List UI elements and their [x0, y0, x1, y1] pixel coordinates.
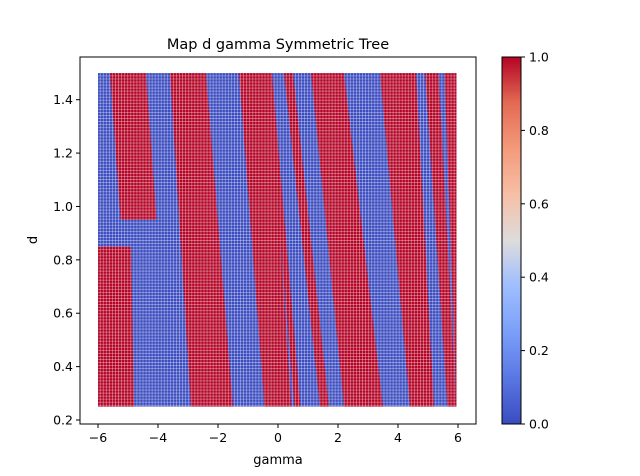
heatmap-cell-grid	[98, 73, 457, 407]
colorbar: 0.0 0.2 0.4 0.6 0.8 1.0	[501, 50, 549, 432]
y-axis-label: d	[26, 236, 41, 244]
x-axis-ticks: −6 −4 −2 0 2 4 6	[89, 424, 462, 445]
colorbar-tick-label: 0.8	[529, 123, 549, 138]
x-tick-label: −4	[149, 430, 167, 445]
colorbar-tick-label: 0.4	[529, 270, 549, 285]
y-tick-label: 0.6	[53, 306, 73, 321]
colorbar-tick-label: 0.0	[529, 417, 549, 432]
colorbar-ticks: 0.0 0.2 0.4 0.6 0.8 1.0	[521, 50, 549, 432]
x-tick-label: 4	[394, 430, 402, 445]
colorbar-tick-label: 0.6	[529, 196, 549, 211]
x-tick-label: −2	[209, 430, 227, 445]
colorbar-tick-label: 0.2	[529, 343, 549, 358]
colorbar-gradient	[501, 56, 522, 425]
colorbar-tick-label: 1.0	[529, 50, 549, 65]
chart-title: Map d gamma Symmetric Tree	[167, 37, 389, 53]
x-tick-label: −6	[89, 430, 107, 445]
y-tick-label: 1.4	[53, 92, 73, 107]
x-tick-label: 0	[274, 430, 282, 445]
x-tick-label: 6	[454, 430, 462, 445]
y-tick-label: 0.4	[53, 359, 73, 374]
y-tick-label: 0.2	[53, 412, 73, 427]
y-tick-label: 1.2	[53, 146, 73, 161]
heatmap-image	[98, 73, 457, 407]
plot-area: −6 −4 −2 0 2 4 6 0.2 0.4 0.6 0.8 1.0 1.2 1.4	[53, 56, 477, 445]
x-tick-label: 2	[334, 430, 342, 445]
y-axis-ticks: 0.2 0.4 0.6 0.8 1.0 1.2 1.4	[53, 92, 80, 427]
y-tick-label: 1.0	[53, 199, 73, 214]
y-tick-label: 0.8	[53, 252, 73, 267]
x-axis-label: gamma	[253, 453, 303, 468]
